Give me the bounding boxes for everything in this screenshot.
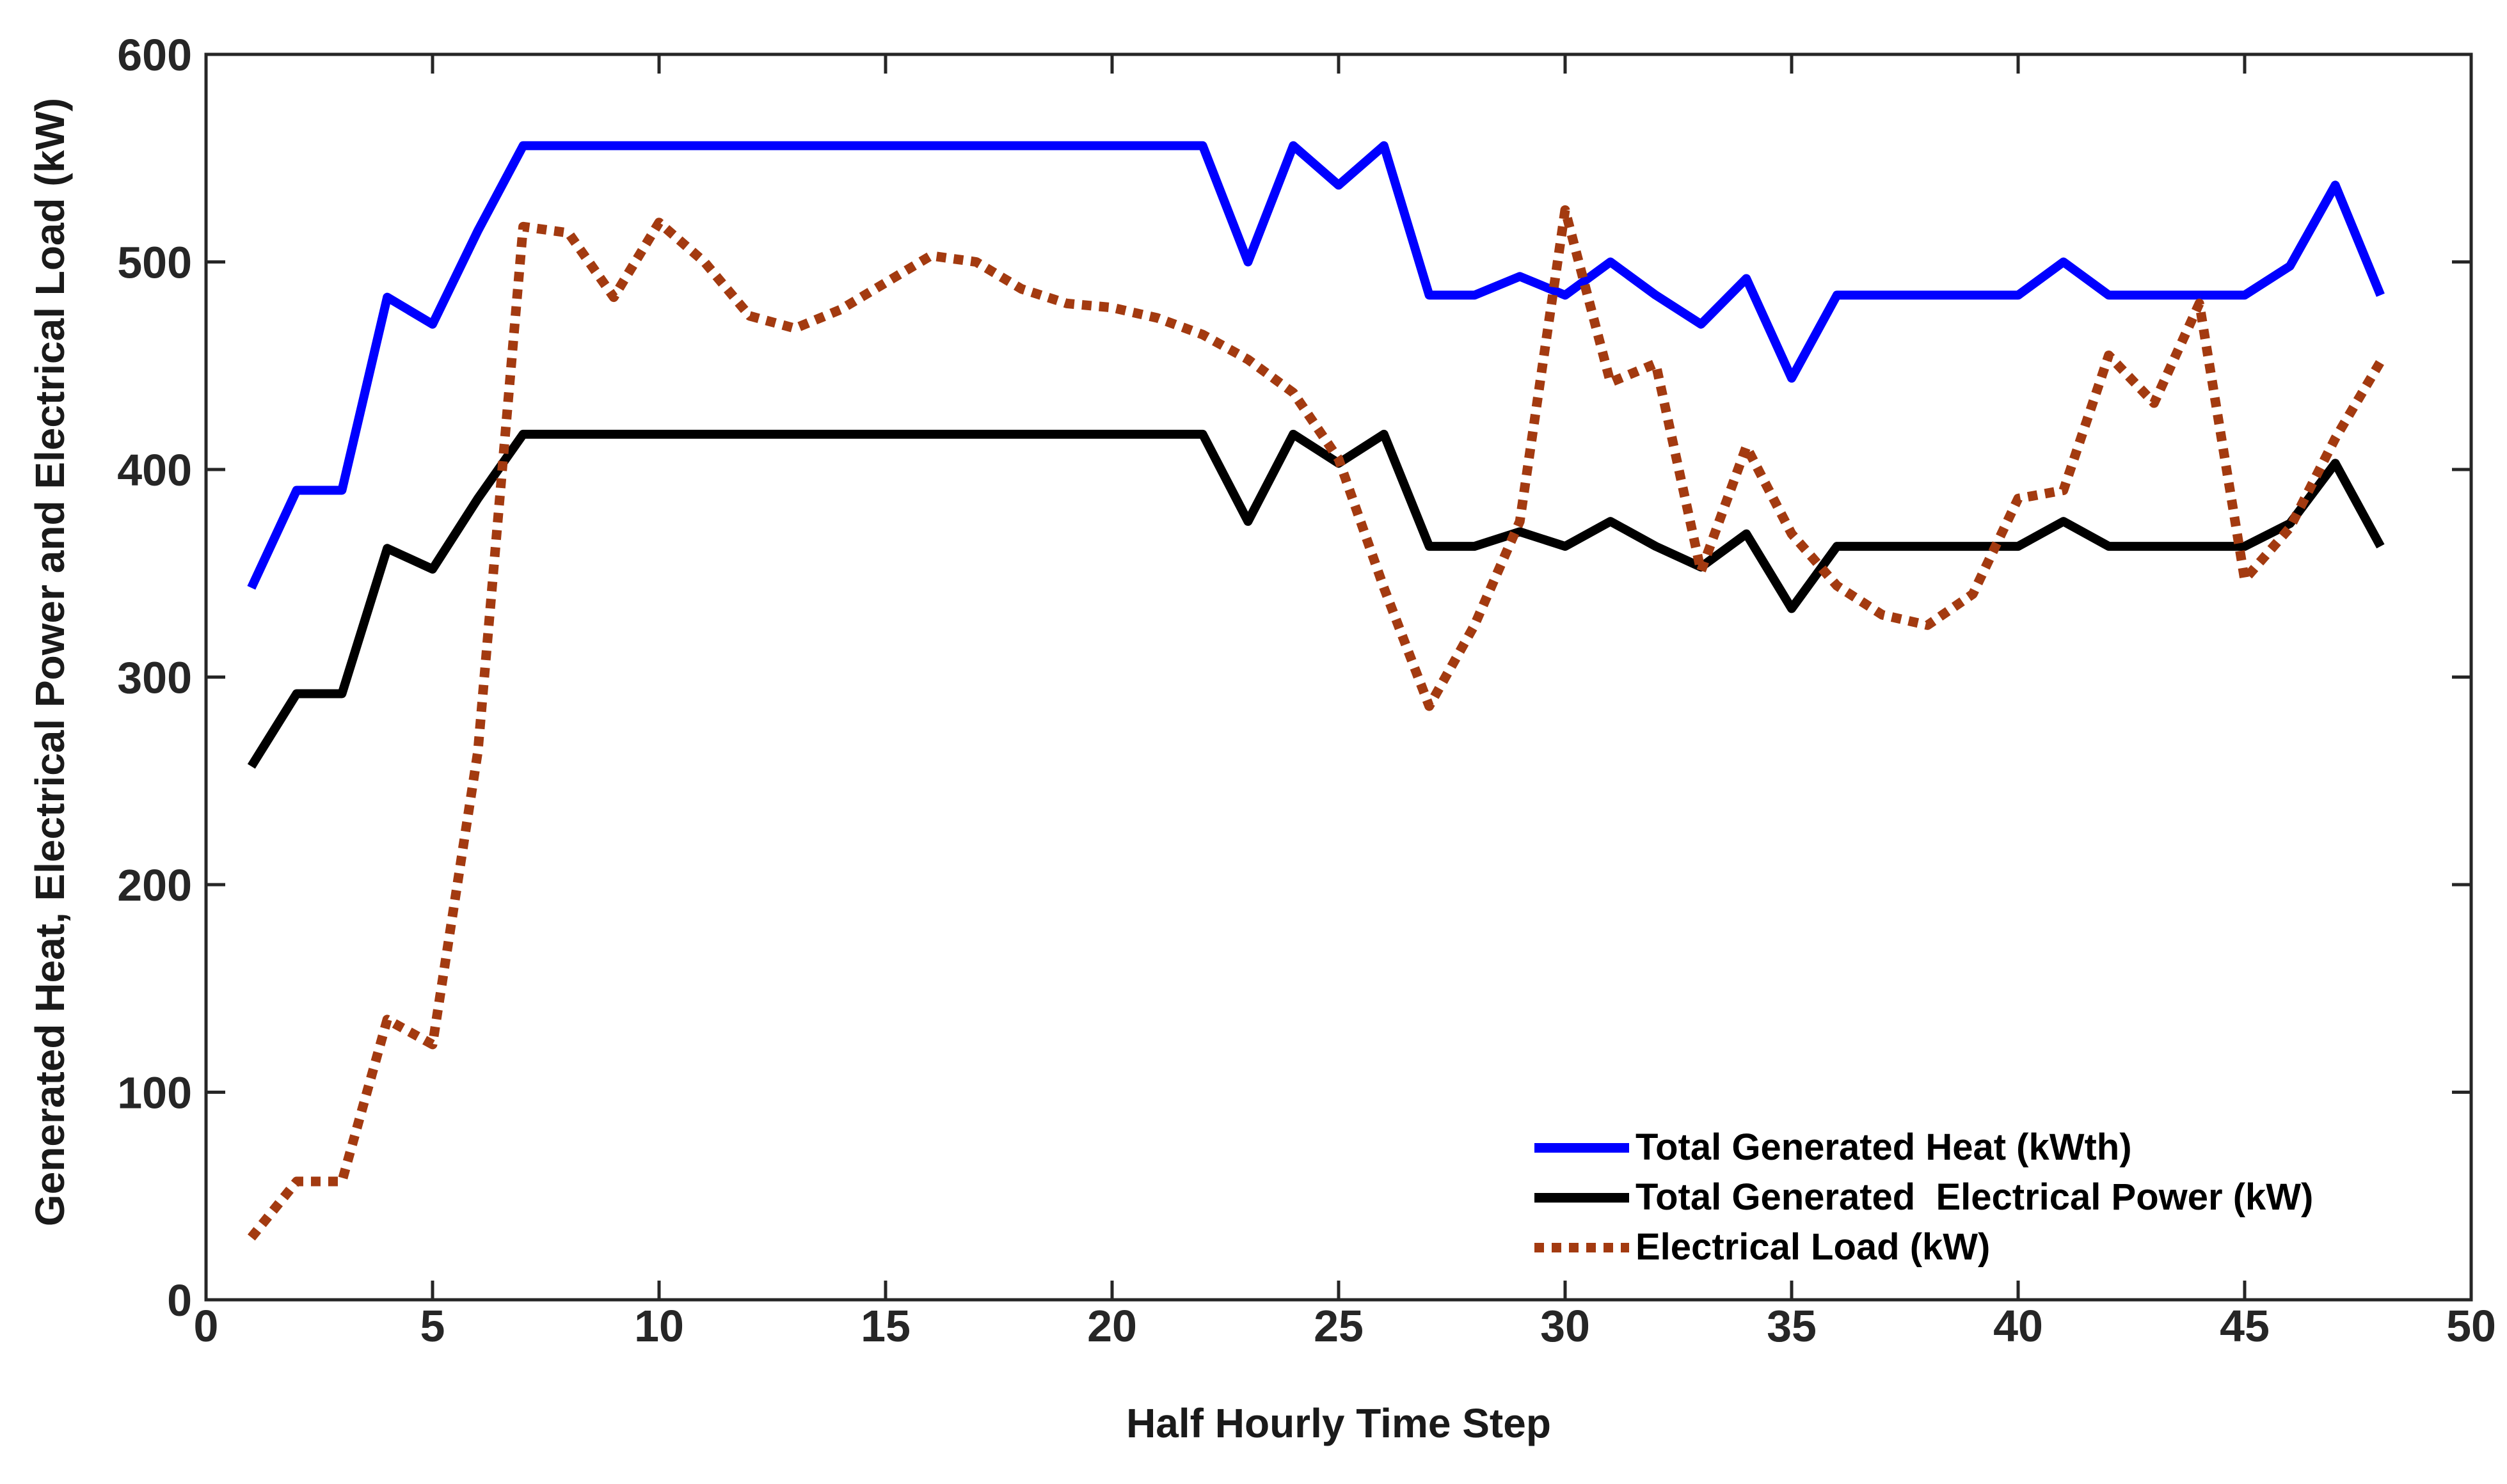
y-axis-label: Generated Heat, Electrical Power and Ele… — [27, 97, 73, 1227]
x-tick-label: 40 — [1993, 1301, 2043, 1351]
legend-row-power: Total Generated Electrical Power (kW) — [1534, 1179, 2313, 1216]
x-tick-label: 25 — [1314, 1301, 1364, 1351]
series-line-heat — [247, 141, 2385, 590]
legend-row-load: Electrical Load (kW) — [1534, 1229, 1990, 1266]
legend-label-heat: Total Generated Heat (kWth) — [1636, 1126, 2132, 1168]
load-dotted-swatch-icon — [1534, 1242, 1629, 1252]
y-tick-label: 100 — [117, 1068, 192, 1118]
x-tick-label: 20 — [1087, 1301, 1137, 1351]
y-tick-label: 0 — [167, 1275, 192, 1325]
x-axis-label: Half Hourly Time Step — [1126, 1400, 1551, 1446]
power-line-swatch-icon — [1534, 1192, 1629, 1203]
x-tick-label: 35 — [1767, 1301, 1817, 1351]
x-tick-label: 50 — [2446, 1301, 2496, 1351]
x-tick-label: 10 — [634, 1301, 684, 1351]
legend-row-heat: Total Generated Heat (kWth) — [1534, 1129, 2132, 1166]
x-tick-label: 15 — [861, 1301, 911, 1351]
y-tick-label: 300 — [117, 653, 192, 703]
y-tick-label: 200 — [117, 860, 192, 910]
heat-line-swatch-icon — [1534, 1142, 1629, 1153]
y-tick-label: 400 — [117, 445, 192, 495]
series-line-load — [247, 205, 2385, 1241]
series-line-power — [247, 429, 2385, 769]
x-tick-label: 5 — [420, 1301, 445, 1351]
x-tick-label: 30 — [1540, 1301, 1590, 1351]
plot-border — [204, 52, 2473, 1302]
y-tick-label: 600 — [117, 30, 192, 80]
x-tick-label: 45 — [2220, 1301, 2270, 1351]
x-tick-label: 0 — [194, 1301, 219, 1351]
legend-label-power: Total Generated Electrical Power (kW) — [1636, 1176, 2314, 1218]
legend-label-load: Electrical Load (kW) — [1636, 1226, 1991, 1268]
y-tick-label: 500 — [117, 238, 192, 288]
